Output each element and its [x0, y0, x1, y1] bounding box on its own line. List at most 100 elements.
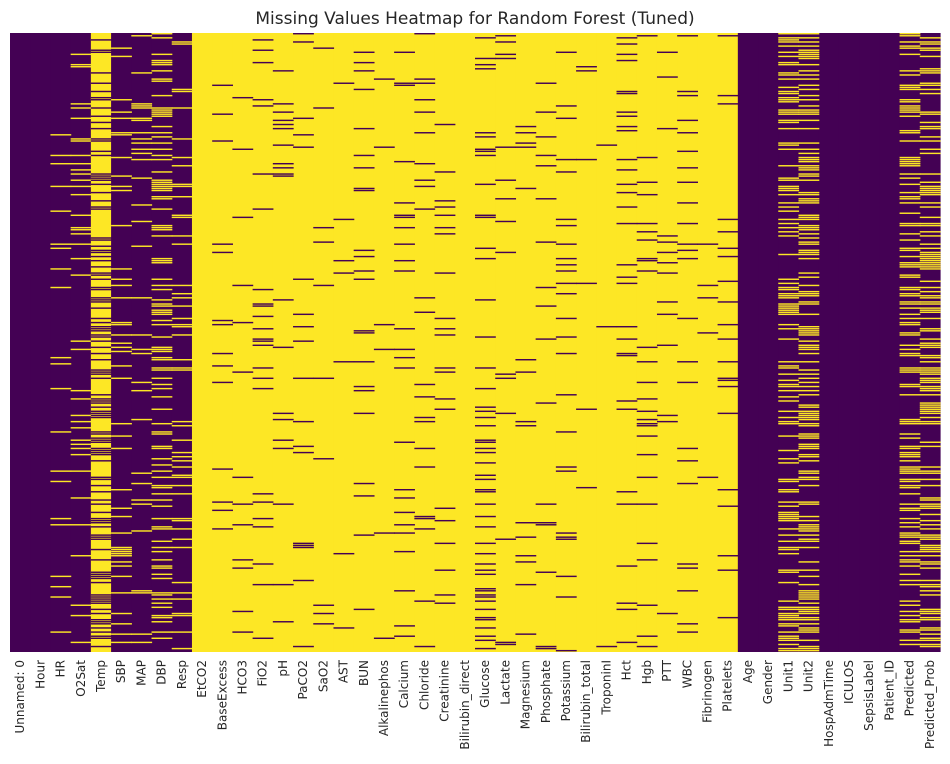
heatmap-cell [616, 503, 638, 505]
heatmap-cell [252, 105, 274, 107]
heatmap-cell [899, 369, 921, 371]
heatmap-cell [697, 476, 719, 479]
heatmap-cell [90, 517, 112, 520]
heatmap-cell [70, 140, 92, 142]
heatmap-cell [778, 39, 800, 41]
heatmap-cell [899, 643, 921, 646]
heatmap-cell [919, 505, 941, 507]
heatmap-cell [232, 371, 254, 373]
heatmap-cell [515, 187, 537, 190]
heatmap-cell [677, 590, 698, 592]
heatmap-cell [798, 616, 820, 619]
heatmap-cell [636, 453, 658, 456]
heatmap-cell [212, 352, 233, 355]
heatmap-cell [717, 231, 739, 233]
heatmap-cell [171, 90, 193, 93]
heatmap-cell [899, 264, 921, 266]
heatmap-cell [798, 394, 820, 396]
x-tick-label: Gender [761, 660, 775, 704]
heatmap-cell [495, 538, 517, 540]
heatmap-cell [919, 610, 941, 613]
heatmap-cell [798, 241, 820, 243]
heatmap-cell [919, 633, 941, 635]
heatmap-cell [293, 313, 314, 316]
heatmap-cell [636, 503, 658, 505]
heatmap-cell [899, 484, 921, 487]
heatmap-cell [171, 214, 193, 217]
heatmap-cell [70, 107, 92, 109]
heatmap-cell [293, 579, 314, 582]
heatmap-cell [90, 618, 112, 621]
heatmap-cell [555, 282, 577, 285]
heatmap-cell [90, 484, 112, 487]
heatmap-cell [778, 540, 800, 543]
heatmap-cell [90, 373, 112, 375]
heatmap-cell [90, 519, 112, 522]
heatmap-cell [475, 148, 496, 150]
heatmap-cell [778, 511, 800, 514]
heatmap-cell [171, 476, 193, 479]
heatmap-cell [131, 138, 153, 140]
heatmap-cell [111, 132, 132, 134]
heatmap-cell [798, 237, 820, 239]
heatmap-cell [535, 165, 557, 167]
heatmap-plot-area [10, 33, 941, 652]
heatmap-cell [899, 433, 921, 435]
heatmap-cell [919, 187, 941, 190]
heatmap-cell [798, 53, 820, 56]
heatmap-cell [333, 259, 355, 262]
heatmap-cell [111, 548, 132, 551]
heatmap-cell [778, 420, 800, 423]
heatmap-cell [899, 468, 921, 470]
heatmap-cell [70, 524, 92, 526]
heatmap-cell [778, 297, 800, 299]
heatmap-cell [353, 385, 375, 388]
heatmap-cell [555, 470, 577, 472]
heatmap-cell [717, 505, 739, 507]
heatmap-cell [778, 616, 800, 619]
heatmap-cell [434, 367, 456, 369]
heatmap-cell [50, 596, 72, 598]
heatmap-cell [394, 243, 415, 245]
heatmap-cell [515, 425, 537, 427]
heatmap-cell [919, 140, 941, 142]
heatmap-cell [899, 274, 921, 276]
heatmap-cell [919, 645, 941, 648]
heatmap-cell [353, 270, 375, 272]
x-tick-label: Fibrinogen [701, 660, 715, 723]
heatmap-cell [798, 257, 820, 260]
heatmap-cell [475, 37, 496, 39]
heatmap-cell [899, 109, 921, 111]
heatmap-cell [90, 200, 112, 202]
heatmap-cell [677, 181, 698, 183]
heatmap-cell [899, 177, 921, 179]
heatmap-cell [111, 224, 132, 227]
heatmap-cell [778, 109, 800, 111]
heatmap-cell [798, 534, 820, 536]
heatmap-cell [899, 33, 921, 35]
heatmap-cell [90, 127, 112, 130]
heatmap-cell [778, 361, 800, 363]
heatmap-cell [899, 480, 921, 483]
heatmap-cell [677, 381, 698, 384]
heatmap-cell [90, 394, 112, 396]
heatmap-cell [111, 447, 132, 450]
heatmap-cell [919, 49, 941, 51]
heatmap-cell [475, 618, 496, 621]
heatmap-cell [899, 394, 921, 396]
heatmap-cell [778, 286, 800, 289]
heatmap-cell [131, 334, 153, 336]
heatmap-cell [414, 208, 436, 210]
heatmap-cell [353, 154, 375, 157]
heatmap-cell [495, 643, 517, 646]
heatmap-cell [717, 412, 739, 415]
heatmap-cell [636, 231, 658, 233]
heatmap-cell [636, 259, 658, 262]
heatmap-cell [90, 602, 112, 604]
heatmap-cell [111, 552, 132, 555]
heatmap-cell [778, 111, 800, 113]
heatmap-cell [90, 406, 112, 408]
heatmap-column-phosphate [535, 33, 557, 652]
heatmap-cell [899, 371, 921, 373]
heatmap-cell [131, 381, 153, 384]
